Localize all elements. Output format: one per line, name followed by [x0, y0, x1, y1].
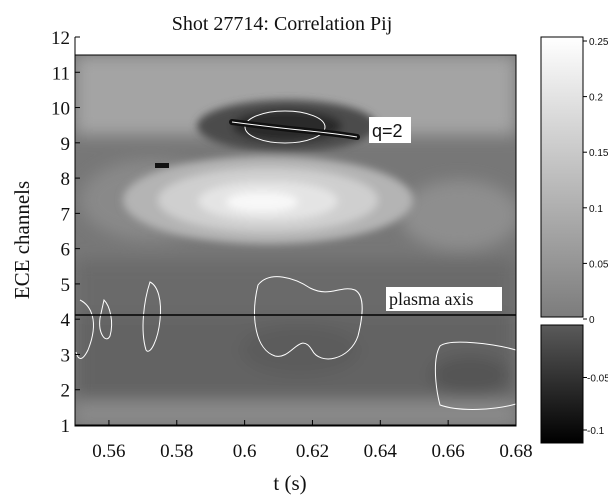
y-tick-label: 6: [61, 240, 71, 261]
y-tick-label: 3: [61, 345, 71, 366]
axis-contour-1: [254, 276, 363, 360]
colorbar-lower: [540, 324, 584, 444]
colorbar-tick-label: 0.25: [589, 37, 608, 48]
x-tick-label: 0.58: [160, 441, 193, 462]
plasma-axis-label: plasma axis: [389, 289, 473, 309]
x-tick-label: 0.62: [296, 441, 329, 462]
x-tick-label: 0.68: [499, 441, 532, 462]
colorbar-tick-label: -0.05: [587, 374, 608, 385]
colorbar-tick-label: 0.1: [589, 204, 603, 215]
colorbar-tick-label: 0.05: [589, 259, 608, 270]
edge-contour: [434, 341, 516, 410]
x-tick-label: 0.56: [92, 441, 125, 462]
y-axis-label: ECE channels: [10, 181, 34, 299]
q2-contour: [244, 110, 326, 144]
y-tick-label: 5: [61, 275, 71, 296]
x-tick-label: 0.64: [364, 441, 398, 462]
y-tick-label: 12: [51, 28, 70, 49]
colorbar-upper: [540, 36, 584, 318]
colorbar-tick-label: 0.2: [589, 93, 603, 104]
chart-title: Shot 27714: Correlation Pij: [172, 13, 393, 35]
y-tick-label: 7: [61, 204, 71, 225]
colorbar: 0.25 0.2 0.15 0.1 0.05 0 -0.05 -0.1: [540, 36, 608, 444]
y-tick-label: 2: [61, 381, 71, 402]
y-tick-label: 10: [51, 99, 70, 120]
colorbar-tick-label: 0: [589, 315, 595, 326]
y-tick-label: 9: [61, 134, 71, 155]
heatmap-field: [75, 55, 516, 426]
x-axis-label: t (s): [273, 471, 306, 495]
colorbar-tick-label: -0.1: [587, 426, 605, 437]
colorbar-tick-label: 0.15: [589, 148, 608, 159]
axis-contour-4: [99, 299, 113, 340]
q2-label: q=2: [372, 121, 403, 141]
x-axis: 0.56 0.58 0.6 0.62 0.64 0.66 0.68: [92, 420, 533, 462]
axis-contour-2: [75, 299, 94, 359]
y-tick-label: 11: [52, 63, 70, 84]
x-tick-label: 0.66: [432, 441, 465, 462]
y-tick-label: 1: [61, 416, 71, 437]
axis-contour-3: [142, 281, 161, 352]
x-tick-label: 0.6: [233, 441, 257, 462]
y-tick-label: 4: [61, 310, 71, 331]
small-dark-mark: [155, 163, 169, 168]
y-tick-label: 8: [61, 169, 71, 190]
